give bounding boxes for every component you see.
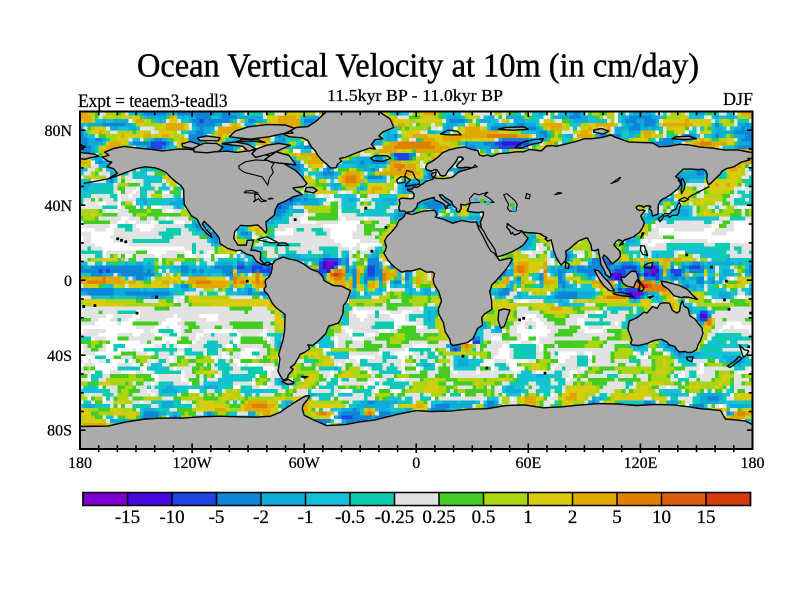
svg-text:60E: 60E [516,455,542,472]
svg-text:180: 180 [741,455,765,472]
svg-text:180: 180 [68,455,92,472]
svg-text:-5: -5 [209,507,225,528]
svg-text:0: 0 [412,455,420,472]
svg-text:11.5kyr BP - 11.0kyr BP: 11.5kyr BP - 11.0kyr BP [327,86,503,105]
svg-text:10: 10 [652,507,671,528]
svg-text:120E: 120E [624,455,658,472]
svg-text:0.25: 0.25 [422,507,455,528]
svg-text:15: 15 [697,507,716,528]
svg-text:Expt = teaem3-teadl3: Expt = teaem3-teadl3 [78,91,228,112]
svg-text:0.5: 0.5 [472,507,496,528]
svg-text:-15: -15 [115,507,140,528]
svg-text:-2: -2 [253,507,269,528]
svg-text:1: 1 [523,507,533,528]
svg-text:-10: -10 [159,507,184,528]
svg-text:120W: 120W [173,455,213,472]
svg-text:2: 2 [568,507,578,528]
svg-text:0: 0 [64,273,72,290]
svg-text:5: 5 [612,507,622,528]
svg-text:80N: 80N [44,123,72,140]
svg-text:40N: 40N [44,198,72,215]
svg-text:60W: 60W [289,455,321,472]
svg-text:80S: 80S [47,423,72,440]
svg-text:-1: -1 [298,507,314,528]
svg-text:-0.5: -0.5 [335,507,365,528]
svg-text:-0.25: -0.25 [375,507,415,528]
svg-text:40S: 40S [47,348,72,365]
svg-text:Ocean Vertical Velocity at 10m: Ocean Vertical Velocity at 10m (in cm/da… [137,48,699,85]
svg-text:DJF: DJF [723,89,753,109]
